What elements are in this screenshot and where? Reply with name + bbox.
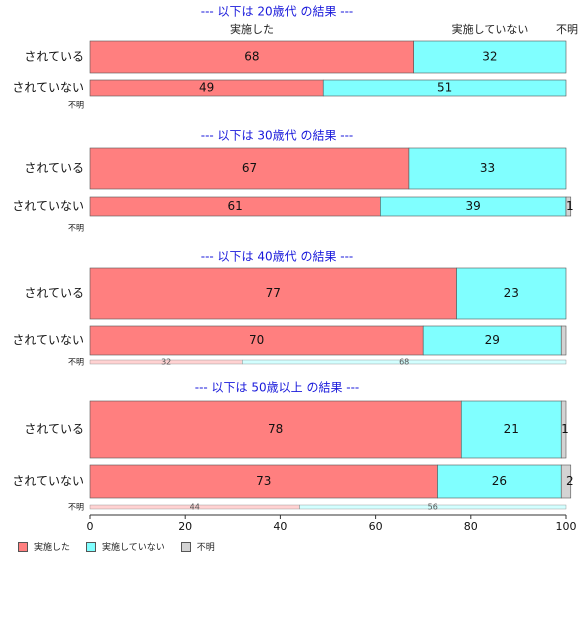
row-label-3-2: 不明 [68, 503, 84, 512]
row-label-1-0: されている [24, 161, 84, 175]
data-label-1-0-0: 67 [242, 161, 257, 175]
bar-segment-3-0-0 [89, 400, 462, 459]
header-not-implemented: 実施していない [452, 22, 529, 36]
legend-label-unknown: 不明 [196, 543, 215, 553]
bar-segment-3-1-2 [560, 464, 572, 499]
legend-item-not-implemented: 実施していない [86, 540, 165, 553]
data-label-3-1-0: 73 [256, 474, 271, 488]
row-label-1-1: されていない [12, 199, 84, 213]
data-label-3-2-0: 44 [190, 503, 200, 512]
row-label-2-2: 不明 [68, 358, 84, 367]
bar-segment-3-1-0 [89, 464, 438, 499]
row-label-3-1: されていない [12, 474, 84, 488]
bar-segment-0-0-1 [413, 40, 567, 74]
bar-segment-0-1-1 [322, 79, 567, 97]
legend-item-implemented: 実施した [18, 540, 70, 553]
bar-segment-2-1-2 [560, 325, 567, 356]
data-label-0-1-0: 49 [199, 81, 214, 95]
data-label-2-1-0: 70 [249, 333, 264, 347]
data-label-3-0-2: 1 [561, 422, 569, 436]
data-label-1-0-1: 33 [480, 161, 495, 175]
data-label-3-1-1: 26 [492, 474, 507, 488]
x-tick-label-1: 20 [178, 520, 192, 533]
data-label-0-0-1: 32 [482, 50, 497, 64]
data-label-3-1-2: 2 [566, 474, 574, 488]
row-label-1-2: 不明 [68, 224, 84, 233]
legend-item-unknown: 不明 [180, 540, 215, 553]
bar-segment-2-0-1 [456, 267, 567, 320]
legend-label-not-implemented: 実施していない [102, 543, 165, 553]
header-implemented: 実施した [230, 22, 274, 36]
legend-swatch-unknown [180, 541, 191, 552]
chart-legend: 実施した 実施していない 不明 [18, 540, 215, 553]
panel-title-1: --- 以下は 30歳代 の結果 --- [201, 129, 354, 143]
data-label-3-0-0: 78 [268, 422, 283, 436]
data-label-2-0-0: 77 [266, 286, 281, 300]
data-label-2-2-0: 32 [161, 358, 171, 367]
data-label-2-1-1: 29 [485, 333, 500, 347]
data-label-0-0-0: 68 [244, 50, 259, 64]
bar-segment-1-0-1 [408, 147, 567, 190]
data-label-1-1-0: 61 [228, 199, 243, 213]
panel-title-3: --- 以下は 50歳以上 の結果 --- [195, 381, 360, 395]
data-label-0-1-1: 51 [437, 81, 452, 95]
legend-swatch-not-implemented [86, 541, 97, 552]
x-tick-label-3: 60 [369, 520, 383, 533]
legend-label-implemented: 実施した [34, 543, 71, 553]
row-label-2-1: されていない [12, 333, 84, 347]
data-label-1-1-2: 1 [566, 199, 574, 213]
x-tick-label-0: 0 [87, 520, 94, 533]
panel-title-0: --- 以下は 20歳代 の結果 --- [201, 5, 354, 19]
bar-segment-3-0-2 [560, 400, 567, 459]
panel-title-2: --- 以下は 40歳代 の結果 --- [201, 250, 354, 264]
bar-segment-0-0-0 [89, 40, 414, 74]
bar-segment-2-1-0 [89, 325, 424, 356]
x-tick-label-5: 100 [556, 520, 577, 533]
data-label-2-0-1: 23 [504, 286, 519, 300]
data-label-2-2-1: 68 [399, 358, 409, 367]
bar-segment-1-0-0 [89, 147, 410, 190]
row-label-2-0: されている [24, 286, 84, 300]
row-label-0-2: 不明 [68, 101, 84, 110]
header-unknown: 不明 [556, 23, 578, 36]
legend-swatch-implemented [18, 541, 28, 552]
row-label-3-0: されている [24, 422, 84, 436]
bar-segment-1-1-2 [565, 196, 572, 217]
bar-segment-2-1-1 [422, 325, 562, 356]
bar-segment-3-1-1 [437, 464, 562, 499]
bar-segment-3-2-1 [299, 504, 567, 510]
data-label-1-1-1: 39 [466, 199, 481, 213]
row-label-0-1: されていない [12, 81, 84, 95]
data-label-3-0-1: 21 [504, 422, 519, 436]
data-label-3-2-1: 56 [428, 503, 438, 512]
row-label-0-0: されている [24, 50, 84, 64]
bar-segment-2-2-1 [242, 359, 567, 365]
bar-segment-2-0-0 [89, 267, 457, 320]
x-tick-label-4: 80 [464, 520, 478, 533]
bar-segment-3-0-1 [460, 400, 562, 459]
x-tick-label-2: 40 [273, 520, 287, 533]
